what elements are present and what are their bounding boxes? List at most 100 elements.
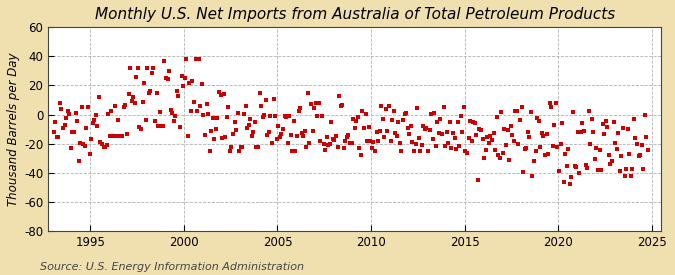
Point: [512, 109, 522, 113]
Point: [139, 81, 150, 85]
Point: [398, 118, 408, 122]
Point: [221, 115, 232, 119]
Point: [507, 133, 518, 138]
Point: [273, 123, 284, 128]
Point: [416, 142, 427, 147]
Point: [270, 114, 281, 118]
Text: Source: U.S. Energy Information Administration: Source: U.S. Energy Information Administ…: [40, 262, 304, 272]
Point: [80, 144, 90, 148]
Point: [638, 167, 649, 172]
Point: [92, 124, 103, 128]
Point: [497, 151, 508, 155]
Point: [234, 149, 244, 153]
Point: [513, 141, 524, 146]
Point: [457, 129, 468, 134]
Point: [201, 101, 212, 106]
Point: [312, 114, 323, 118]
Point: [64, 112, 75, 117]
Point: [560, 152, 570, 156]
Point: [634, 153, 645, 157]
Point: [558, 179, 569, 184]
Point: [298, 134, 308, 139]
Point: [288, 119, 299, 123]
Point: [293, 109, 304, 113]
Point: [392, 133, 402, 138]
Point: [261, 97, 271, 102]
Point: [56, 107, 67, 111]
Point: [117, 134, 128, 139]
Point: [501, 142, 512, 147]
Point: [496, 110, 507, 114]
Point: [547, 144, 558, 148]
Point: [538, 134, 549, 138]
Point: [284, 113, 294, 118]
Point: [479, 156, 489, 160]
Point: [232, 110, 243, 115]
Point: [332, 144, 343, 149]
Point: [115, 134, 126, 139]
Point: [463, 136, 474, 140]
Point: [180, 76, 190, 80]
Point: [468, 120, 479, 125]
Point: [218, 92, 229, 96]
Point: [217, 136, 227, 141]
Point: [469, 121, 480, 125]
Point: [75, 141, 86, 145]
Point: [61, 116, 72, 120]
Point: [265, 114, 276, 118]
Point: [263, 130, 274, 134]
Point: [343, 133, 354, 137]
Point: [502, 128, 513, 132]
Point: [583, 109, 594, 114]
Point: [408, 149, 419, 153]
Point: [572, 130, 583, 134]
Point: [419, 127, 430, 131]
Point: [537, 131, 547, 135]
Point: [95, 140, 106, 144]
Point: [67, 129, 78, 134]
Point: [438, 105, 449, 109]
Point: [162, 77, 173, 81]
Point: [84, 152, 95, 156]
Point: [393, 120, 404, 125]
Point: [641, 134, 652, 139]
Point: [338, 145, 349, 150]
Point: [387, 118, 398, 123]
Point: [340, 139, 351, 143]
Point: [165, 108, 176, 112]
Title: Monthly U.S. Net Imports from Australia of Total Petroleum Products: Monthly U.S. Net Imports from Australia …: [95, 7, 615, 22]
Point: [532, 116, 543, 120]
Point: [150, 118, 161, 123]
Point: [206, 128, 217, 133]
Point: [605, 162, 616, 167]
Point: [576, 130, 587, 134]
Point: [476, 128, 487, 133]
Point: [399, 112, 410, 117]
Point: [205, 149, 215, 153]
Point: [184, 80, 195, 85]
Point: [276, 132, 287, 136]
Point: [406, 124, 416, 128]
Point: [482, 135, 493, 139]
Point: [621, 167, 632, 171]
Point: [543, 152, 554, 156]
Point: [192, 108, 202, 113]
Point: [356, 152, 367, 157]
Point: [49, 130, 59, 134]
Point: [100, 144, 111, 149]
Point: [98, 144, 109, 149]
Point: [371, 129, 382, 134]
Point: [404, 132, 414, 136]
Point: [464, 119, 475, 123]
Point: [245, 117, 256, 122]
Point: [171, 89, 182, 94]
Point: [518, 169, 529, 174]
Point: [571, 165, 582, 170]
Point: [51, 134, 62, 139]
Point: [146, 71, 157, 75]
Point: [566, 174, 577, 179]
Point: [242, 126, 252, 130]
Point: [593, 167, 603, 172]
Point: [345, 141, 356, 145]
Point: [365, 139, 376, 144]
